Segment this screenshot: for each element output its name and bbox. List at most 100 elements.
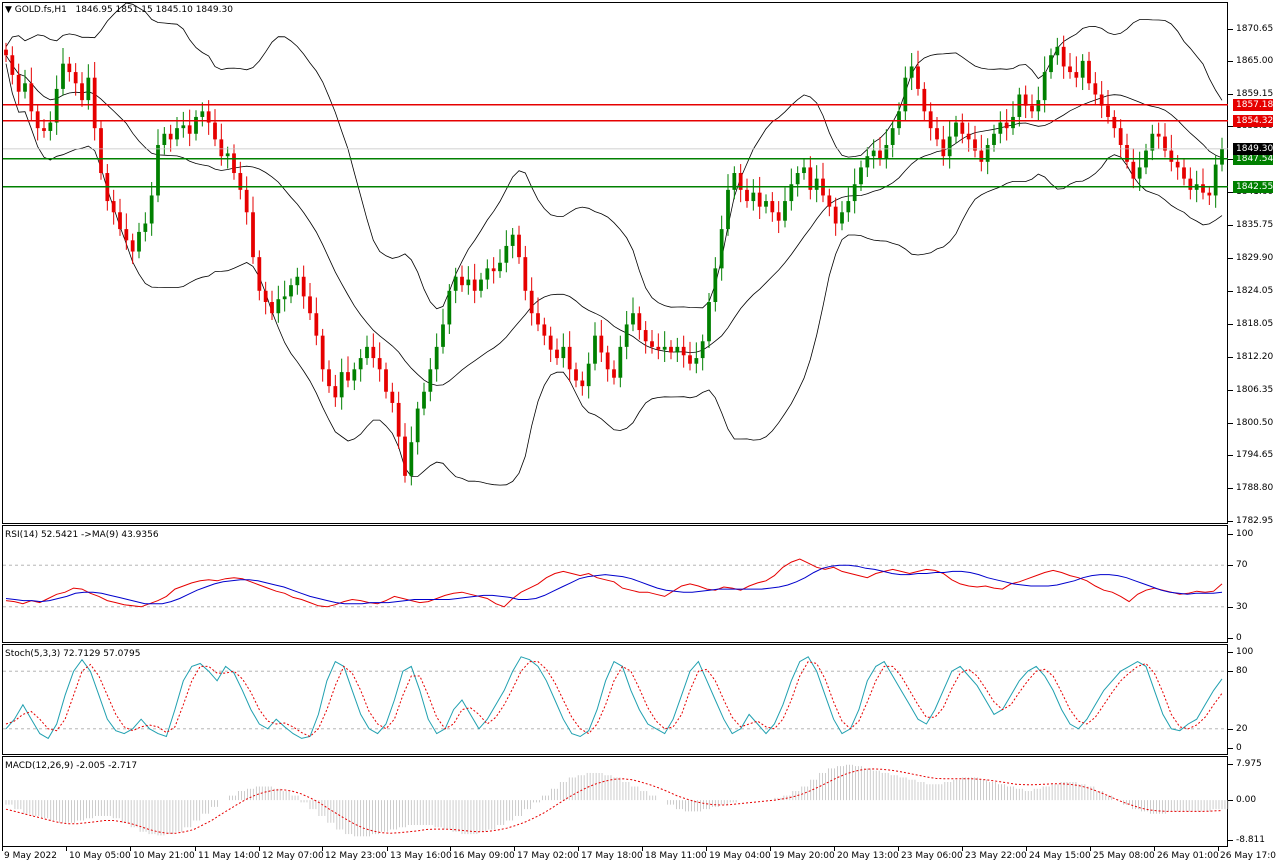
time-tick	[1218, 847, 1219, 851]
candle-body	[479, 279, 483, 291]
candle-body	[719, 229, 724, 269]
price-tick	[1228, 192, 1233, 194]
candle-body	[846, 201, 851, 213]
candle-body	[631, 313, 635, 325]
time-tick	[1090, 847, 1091, 851]
candle-body	[225, 153, 230, 157]
symbol-label: GOLD.fs,H1	[14, 5, 67, 15]
indicator-tick-label: 7.975	[1236, 759, 1262, 769]
candle-body	[384, 369, 388, 392]
candle-body	[865, 156, 870, 168]
candle-body	[1182, 167, 1186, 179]
indicator-tick-label: 80	[1236, 666, 1248, 677]
candle-body	[1106, 105, 1110, 117]
candle-body	[200, 111, 205, 117]
candle-body	[251, 212, 255, 258]
candle-body	[472, 279, 477, 291]
candle-body	[954, 122, 958, 137]
candle-body	[903, 77, 908, 112]
stoch-pane-title: Stoch(5,3,3) 72.7129 57.0795	[5, 649, 141, 659]
price-tick-label: 1806.35	[1236, 384, 1274, 395]
candle-body	[675, 346, 680, 353]
candle-body	[662, 346, 667, 350]
indicator-tick	[1228, 671, 1233, 673]
candle-body	[1131, 161, 1136, 179]
candle-body	[510, 234, 515, 246]
price-tick	[1228, 158, 1233, 160]
candle-body	[130, 240, 135, 252]
price-tick-label: 1865.00	[1236, 55, 1274, 66]
candle-body	[358, 358, 363, 370]
candle-body	[605, 352, 610, 370]
candle-body	[175, 128, 179, 140]
candle-body	[377, 358, 382, 370]
time-tick	[834, 847, 835, 851]
candle-body	[618, 346, 623, 378]
candle-body	[593, 335, 597, 364]
candle-body	[54, 88, 59, 123]
price-tick	[1228, 488, 1233, 490]
candle-body	[1042, 72, 1047, 101]
candle-body	[4, 49, 8, 56]
price-tick-label: 1824.05	[1236, 285, 1274, 296]
macd-pane-title: MACD(12,26,9) -2.005 -2.717	[5, 761, 138, 771]
candle-body	[833, 206, 838, 224]
candle-body	[187, 125, 192, 134]
candle-body	[156, 144, 160, 196]
candle-body	[871, 150, 876, 157]
candle-body	[745, 189, 749, 202]
candle-body	[802, 167, 806, 174]
candle-body	[612, 369, 616, 378]
candle-body	[966, 133, 971, 140]
candle-body	[86, 77, 91, 101]
candle-body	[542, 324, 547, 336]
candle-body	[707, 302, 711, 342]
candle-body	[289, 285, 293, 297]
candle-body	[23, 83, 27, 92]
time-tick	[66, 847, 67, 851]
candle-body	[732, 173, 737, 190]
price-pane-title: ▼ GOLD.fs,H1 1846.95 1851.15 1845.10 184…	[5, 5, 233, 15]
candle-body	[770, 201, 775, 213]
time-tick	[450, 847, 451, 851]
candle-body	[580, 380, 585, 387]
time-tick	[195, 847, 196, 851]
price-tick	[1228, 455, 1233, 457]
time-tick-label: 11 May 14:00	[198, 851, 260, 861]
candle-body	[941, 139, 946, 157]
candle-body	[947, 136, 952, 157]
indicator-tick-label: -8.811	[1236, 835, 1266, 845]
time-tick	[130, 847, 131, 851]
price-tick-label: 1788.80	[1236, 483, 1274, 494]
candle-body	[270, 302, 274, 314]
candle-body	[1080, 60, 1085, 78]
time-tick-label: 10 May 21:00	[133, 851, 195, 861]
price-tick-label: 1829.90	[1236, 252, 1274, 263]
candle-body	[1023, 94, 1028, 106]
rsi-series-ma-9-	[5, 564, 1223, 605]
candle-body	[111, 201, 116, 213]
candle-body	[282, 296, 287, 300]
candle-body	[1055, 46, 1060, 56]
time-tick	[1026, 847, 1027, 851]
indicator-tick	[1228, 652, 1233, 653]
time-tick-label: 26 May 01:00	[1157, 851, 1219, 861]
candle-body	[1017, 94, 1022, 117]
price-tag-1842.55: 1842.55	[1233, 180, 1273, 193]
collapse-triangle-icon[interactable]: ▼	[5, 5, 12, 15]
candle-body	[681, 346, 686, 356]
candle-body	[485, 268, 490, 280]
time-tick-label: 16 May 09:00	[453, 851, 515, 861]
rsi-series-rsi-14-	[5, 558, 1223, 608]
price-pane[interactable]	[2, 2, 1228, 524]
rsi-pane[interactable]	[2, 525, 1228, 643]
macd-pane[interactable]	[2, 756, 1228, 847]
time-tick-label: 17 May 18:00	[581, 851, 643, 861]
candle-body	[99, 128, 103, 174]
time-tick-label: 12 May 07:00	[262, 851, 324, 861]
price-tick-label: 1812.20	[1236, 351, 1274, 362]
candle-body	[301, 276, 306, 297]
candle-body	[149, 195, 154, 224]
time-tick-label: 23 May 06:00	[901, 851, 963, 861]
price-tick-label: 1859.15	[1236, 88, 1274, 99]
